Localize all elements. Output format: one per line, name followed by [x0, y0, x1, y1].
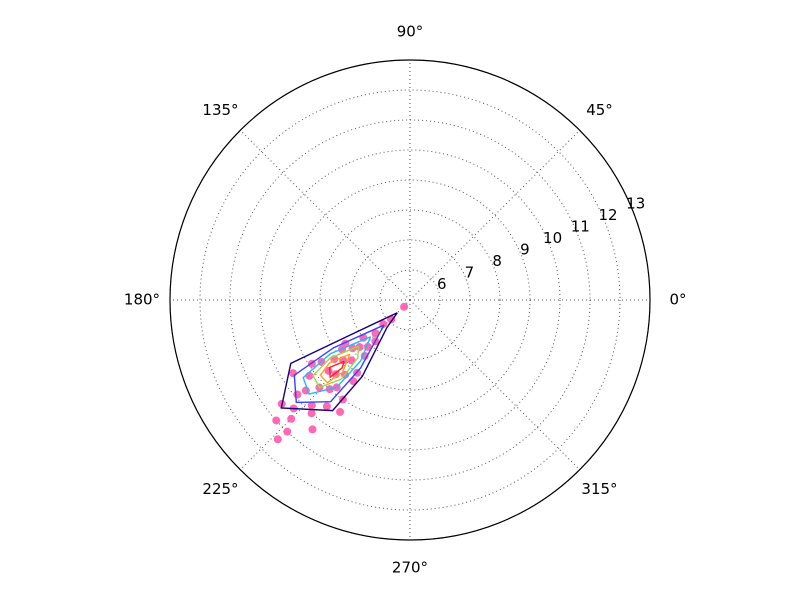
polar-frame [169, 59, 651, 541]
r-tick-label: 13 [626, 195, 645, 213]
r-grid-line [379, 269, 441, 331]
r-tick-label: 8 [492, 252, 502, 270]
r-tick-label: 10 [543, 229, 562, 247]
r-grid-line [199, 89, 621, 511]
scatter-point [307, 409, 316, 418]
contour-line [280, 312, 398, 412]
contour-line [312, 345, 360, 389]
theta-tick-label: 180° [124, 291, 160, 309]
scatter-point [400, 302, 409, 311]
theta-grid-line [239, 129, 411, 301]
theta-grid-line [409, 299, 581, 471]
scatter-point [293, 390, 302, 399]
r-tick-label: 11 [571, 218, 590, 236]
r-grid-line [319, 209, 501, 391]
r-tick-label: 6 [437, 275, 447, 293]
theta-tick-label: 270° [392, 559, 428, 577]
scatter-point [322, 402, 331, 411]
theta-tick-label: 135° [202, 101, 238, 119]
r-grid-line [259, 149, 561, 451]
theta-tick-label: 90° [397, 23, 424, 41]
scatter-point [288, 369, 297, 378]
scatter-point [308, 425, 317, 434]
r-tick-label: 7 [465, 264, 475, 282]
contour-line [319, 353, 351, 384]
scatter-point [307, 401, 316, 410]
theta-grid-line [409, 129, 581, 301]
theta-tick-label: 315° [581, 480, 617, 498]
theta-tick-label: 0° [669, 291, 686, 309]
scatter-point [272, 416, 281, 425]
r-tick-label: 12 [598, 206, 617, 224]
theta-tick-label: 225° [202, 480, 238, 498]
scatter-point [371, 329, 380, 338]
r-tick-label: 9 [520, 241, 530, 259]
contour-line [293, 324, 385, 404]
scatter-point [283, 427, 292, 436]
scatter-point [287, 414, 296, 423]
contour-line [302, 336, 372, 395]
scatter-point [273, 435, 282, 444]
theta-tick-label: 45° [586, 101, 613, 119]
scatter-point [336, 407, 345, 416]
scatter-point [355, 343, 364, 352]
contour-line [328, 360, 345, 379]
